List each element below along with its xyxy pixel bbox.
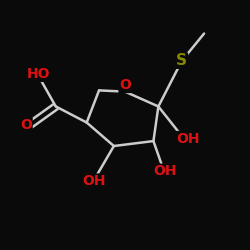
Text: OH: OH [82, 174, 106, 188]
Text: OH: OH [153, 164, 176, 178]
Text: HO: HO [27, 67, 50, 81]
Text: O: O [20, 118, 32, 132]
Text: O: O [119, 78, 131, 92]
Text: OH: OH [176, 132, 200, 145]
Text: S: S [176, 53, 187, 68]
